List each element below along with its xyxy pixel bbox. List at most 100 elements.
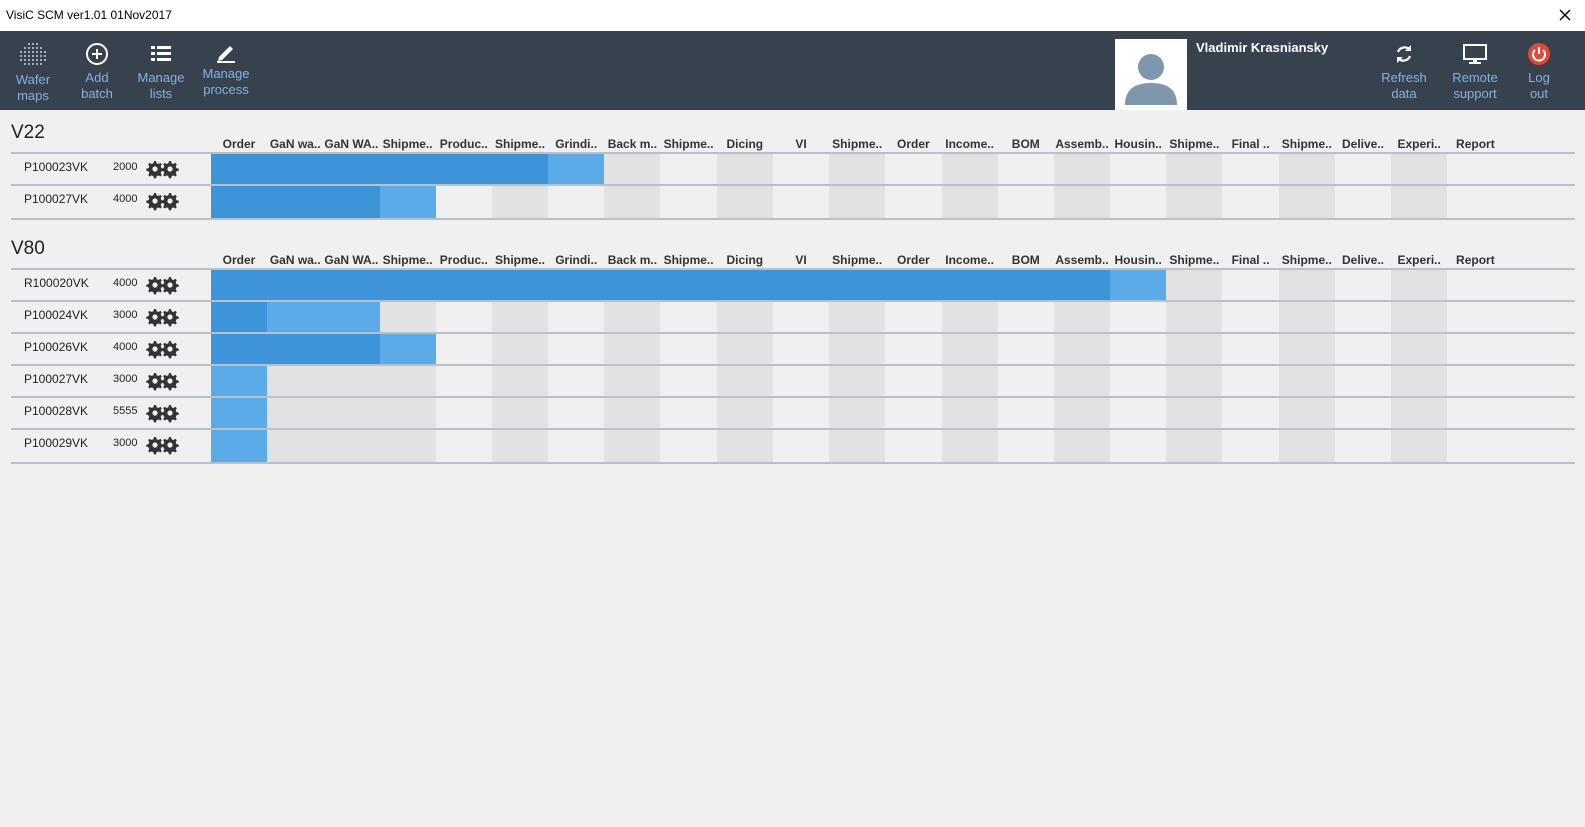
settings-gears-icon[interactable]	[145, 434, 179, 456]
stage-cell[interactable]	[941, 398, 998, 430]
settings-gears-icon[interactable]	[145, 338, 179, 360]
stage-cell[interactable]	[1335, 302, 1391, 334]
manage-lists-button[interactable]: Manage lists	[130, 31, 192, 110]
stage-cell[interactable]	[998, 430, 1054, 462]
refresh-data-button[interactable]: Refresh data	[1371, 31, 1437, 110]
stage-cell[interactable]	[1110, 154, 1166, 186]
stage-cell[interactable]	[1278, 366, 1335, 398]
stage-cell[interactable]	[829, 366, 886, 398]
stage-cell[interactable]	[1335, 430, 1391, 462]
stage-cell[interactable]	[716, 430, 773, 462]
stage-cell[interactable]	[1110, 186, 1166, 218]
stage-cell[interactable]	[1335, 334, 1391, 366]
stage-cell[interactable]	[436, 366, 492, 398]
stage-cell[interactable]	[1335, 186, 1391, 218]
stage-cell[interactable]	[436, 334, 492, 366]
stage-cell[interactable]	[998, 302, 1054, 334]
stage-cell[interactable]	[548, 334, 604, 366]
stage-cell[interactable]	[436, 302, 492, 334]
stage-cell[interactable]	[829, 186, 886, 218]
stage-cell[interactable]	[548, 430, 604, 462]
stage-cell[interactable]	[885, 302, 941, 334]
stage-cell[interactable]	[829, 302, 886, 334]
stage-cell[interactable]	[941, 430, 998, 462]
stage-cell[interactable]	[661, 186, 717, 218]
stage-cell[interactable]	[604, 430, 661, 462]
stage-cell[interactable]	[1054, 430, 1110, 462]
stage-cell[interactable]	[1054, 154, 1110, 186]
settings-gears-icon[interactable]	[145, 402, 179, 424]
stage-cell[interactable]	[661, 366, 717, 398]
stage-cell[interactable]	[548, 186, 604, 218]
stage-cell[interactable]	[661, 302, 717, 334]
stage-cell[interactable]	[1391, 398, 1448, 430]
stage-cell[interactable]	[998, 366, 1054, 398]
stage-cell[interactable]	[1447, 154, 1503, 186]
stage-cell[interactable]	[1278, 186, 1335, 218]
stage-cell[interactable]	[1166, 334, 1223, 366]
batch-row[interactable]: P100024VK 3000	[11, 300, 1575, 334]
stage-cell[interactable]	[773, 334, 829, 366]
stage-cell[interactable]	[604, 302, 661, 334]
stage-cell[interactable]	[998, 154, 1054, 186]
stage-cell[interactable]	[661, 430, 717, 462]
stage-cell[interactable]	[1391, 154, 1448, 186]
stage-cell[interactable]	[1054, 302, 1110, 334]
stage-cell[interactable]	[1054, 398, 1110, 430]
wafer-maps-button[interactable]: Wafer maps	[0, 31, 66, 110]
stage-cell[interactable]	[492, 430, 548, 462]
stage-cell[interactable]	[661, 398, 717, 430]
stage-cell[interactable]	[1335, 270, 1391, 302]
settings-gears-icon[interactable]	[145, 190, 179, 212]
stage-cell[interactable]	[1447, 334, 1503, 366]
stage-cell[interactable]	[1166, 186, 1223, 218]
stage-cell[interactable]	[773, 154, 829, 186]
stage-cell[interactable]	[1223, 302, 1279, 334]
stage-cell[interactable]	[1223, 430, 1279, 462]
stage-cell[interactable]	[941, 186, 998, 218]
close-icon[interactable]	[1553, 3, 1577, 27]
settings-gears-icon[interactable]	[145, 274, 179, 296]
stage-cell[interactable]	[548, 302, 604, 334]
stage-cell[interactable]	[1110, 366, 1166, 398]
batch-row[interactable]: P100028VK 5555	[11, 396, 1575, 430]
stage-cell[interactable]	[716, 334, 773, 366]
settings-gears-icon[interactable]	[145, 306, 179, 328]
stage-cell[interactable]	[1278, 398, 1335, 430]
batch-row[interactable]: P100027VK 4000	[11, 184, 1575, 220]
stage-cell[interactable]	[773, 366, 829, 398]
stage-cell[interactable]	[1391, 302, 1448, 334]
stage-cell[interactable]	[1110, 398, 1166, 430]
stage-cell[interactable]	[941, 334, 998, 366]
stage-cell[interactable]	[829, 334, 886, 366]
stage-cell[interactable]	[1110, 430, 1166, 462]
stage-cell[interactable]	[1335, 398, 1391, 430]
stage-cell[interactable]	[1278, 302, 1335, 334]
stage-cell[interactable]	[1166, 302, 1223, 334]
stage-cell[interactable]	[661, 154, 717, 186]
settings-gears-icon[interactable]	[145, 370, 179, 392]
stage-cell[interactable]	[1223, 270, 1279, 302]
stage-cell[interactable]	[716, 366, 773, 398]
stage-cell[interactable]	[492, 398, 548, 430]
batch-row[interactable]: P100029VK 3000	[11, 428, 1575, 464]
stage-cell[interactable]	[604, 398, 661, 430]
stage-cell[interactable]	[1447, 430, 1503, 462]
stage-cell[interactable]	[1054, 366, 1110, 398]
stage-cell[interactable]	[1166, 154, 1223, 186]
stage-cell[interactable]	[829, 430, 886, 462]
stage-cell[interactable]	[716, 186, 773, 218]
stage-cell[interactable]	[604, 186, 661, 218]
stage-cell[interactable]	[1447, 302, 1503, 334]
stage-cell[interactable]	[941, 154, 998, 186]
stage-cell[interactable]	[604, 366, 661, 398]
stage-cell[interactable]	[885, 430, 941, 462]
stage-cell[interactable]	[1166, 270, 1223, 302]
add-batch-button[interactable]: Add batch	[66, 31, 128, 110]
stage-cell[interactable]	[941, 366, 998, 398]
batch-row[interactable]: P100027VK 3000	[11, 364, 1575, 398]
stage-cell[interactable]	[773, 430, 829, 462]
stage-cell[interactable]	[1166, 398, 1223, 430]
stage-cell[interactable]	[1278, 334, 1335, 366]
stage-cell[interactable]	[436, 430, 492, 462]
